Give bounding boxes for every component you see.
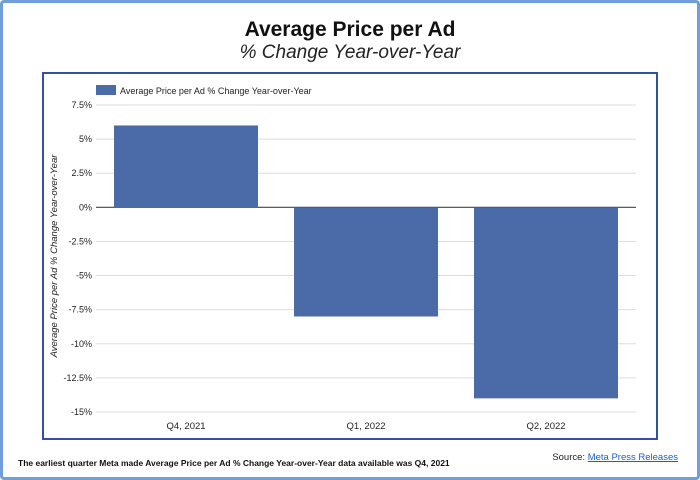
y-tick-label: 7.5% (71, 100, 92, 110)
page-subtitle: % Change Year-over-Year (239, 42, 461, 63)
bar-chart: 7.5% 5% 2.5% 0% -2.5% -5% -7.5% -10% -12.5% -15% Q… (49, 85, 636, 432)
x-tick-label: Q4, 2021 (166, 421, 205, 432)
y-axis-label: Average Price per Ad % Change Year-over-… (49, 154, 60, 359)
bar (474, 207, 618, 399)
bars (114, 125, 618, 399)
bar (294, 207, 438, 317)
footnote: The earliest quarter Meta made Average P… (18, 458, 450, 468)
legend-swatch (96, 85, 116, 95)
y-tick-label: 5% (79, 134, 92, 144)
chart-area: 7.5% 5% 2.5% 0% -2.5% -5% -7.5% -10% -12.5% -15% Q… (42, 72, 658, 440)
y-tick-label: -10% (71, 339, 92, 349)
source-credit: Source: Meta Press Releases (552, 452, 678, 463)
y-tick-label: -2.5% (68, 236, 92, 246)
x-tick-label: Q2, 2022 (526, 421, 565, 432)
y-tick-label: -15% (71, 407, 92, 417)
y-tick-label: -5% (76, 271, 92, 281)
legend: Average Price per Ad % Change Year-over-… (96, 85, 312, 96)
page-title: Average Price per Ad (244, 18, 456, 41)
x-tick-label: Q1, 2022 (346, 421, 385, 432)
source-link[interactable]: Meta Press Releases (587, 452, 678, 463)
y-tick-label: -12.5% (63, 373, 92, 383)
y-tick-label: 0% (79, 202, 92, 212)
bar (114, 125, 258, 208)
y-tick-label: 2.5% (71, 168, 92, 178)
legend-label: Average Price per Ad % Change Year-over-… (120, 86, 312, 96)
y-tick-label: -7.5% (68, 305, 92, 315)
axes: 7.5% 5% 2.5% 0% -2.5% -5% -7.5% -10% -12.5% -15% Q… (63, 100, 565, 432)
source-prefix: Source: (552, 452, 586, 463)
